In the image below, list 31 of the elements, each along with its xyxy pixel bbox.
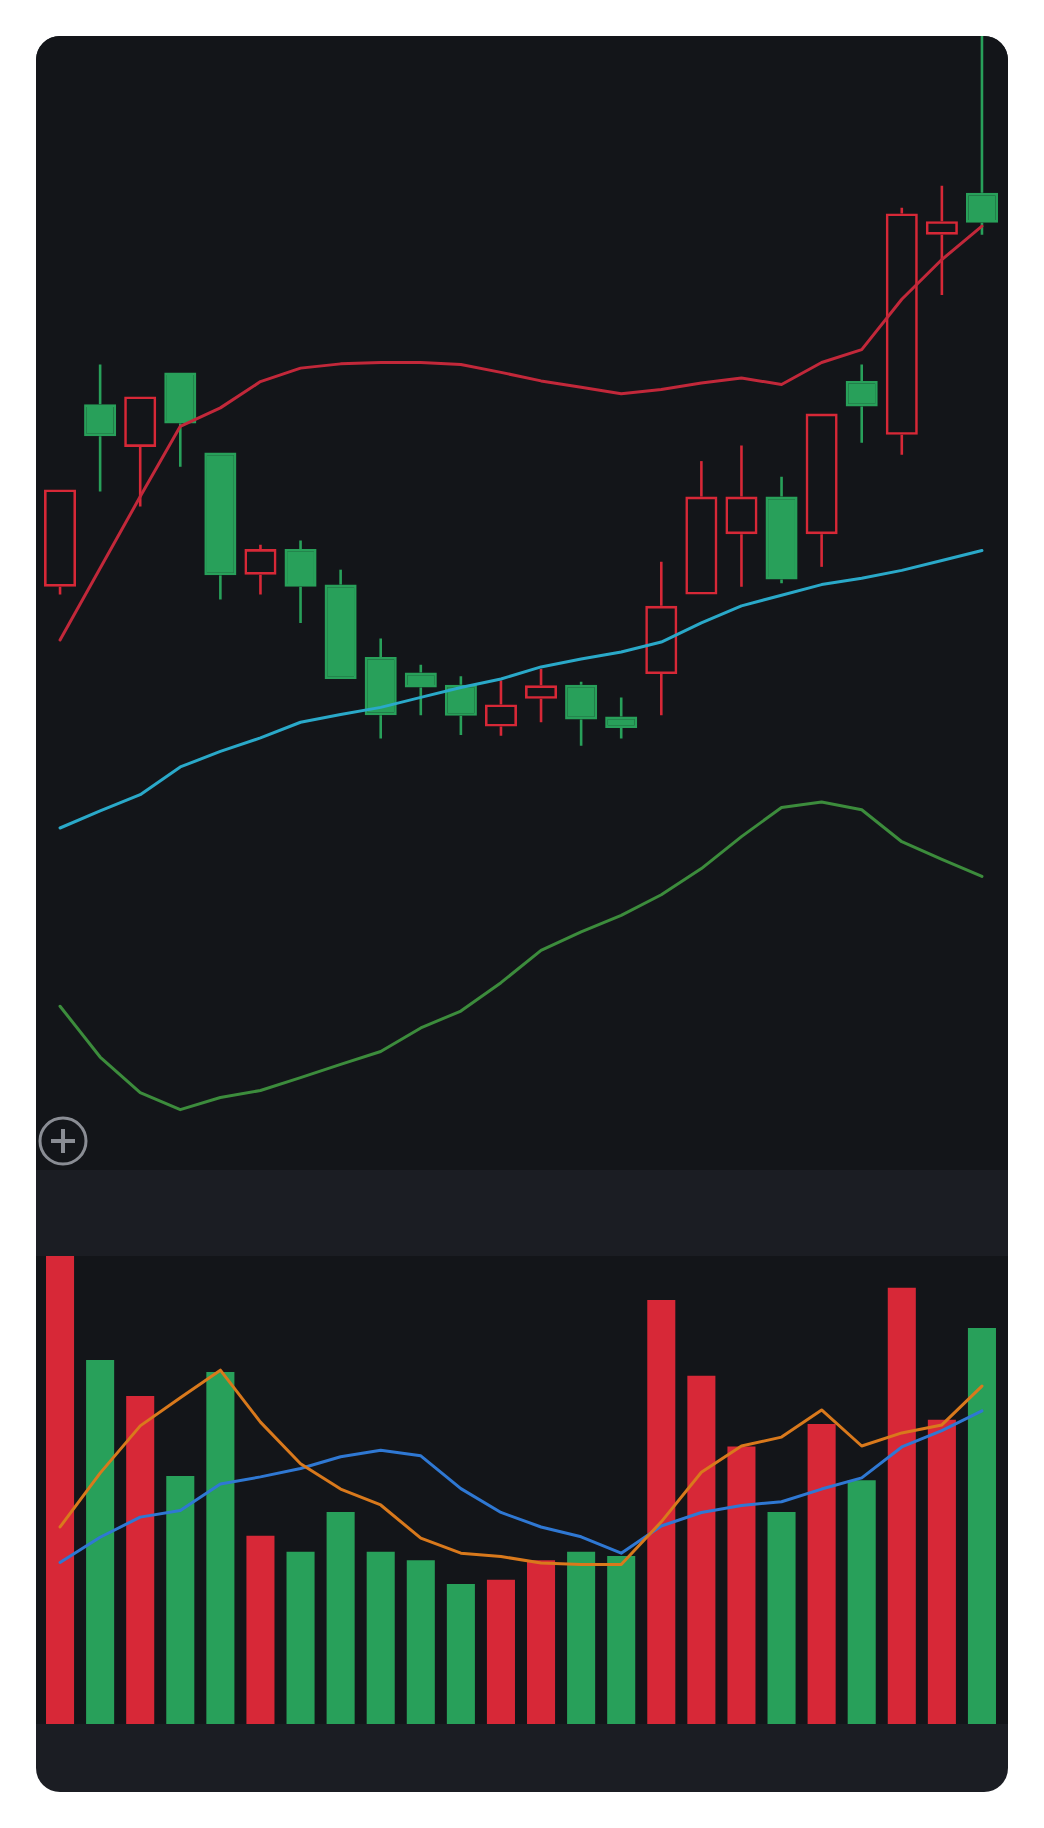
bar — [206, 1372, 235, 1724]
bar — [46, 1256, 75, 1724]
candlestick — [324, 568, 357, 679]
bar — [326, 1512, 355, 1724]
bar — [166, 1475, 195, 1724]
candlestick — [164, 372, 197, 469]
bar — [687, 1375, 716, 1724]
bar — [727, 1446, 756, 1724]
candlestick — [605, 696, 638, 740]
bar — [607, 1555, 636, 1724]
bar — [286, 1551, 315, 1724]
bar — [126, 1395, 155, 1724]
bar — [486, 1579, 515, 1724]
bar — [847, 1480, 876, 1724]
candlestick — [765, 475, 798, 585]
bar — [887, 1287, 916, 1724]
bar — [446, 1584, 475, 1724]
bar — [767, 1512, 796, 1724]
candlestick — [404, 663, 437, 717]
bar — [647, 1299, 676, 1724]
bar — [967, 1328, 996, 1724]
candlestick — [204, 452, 237, 601]
bar — [366, 1551, 395, 1724]
bar — [246, 1535, 275, 1724]
bar — [86, 1359, 115, 1724]
bar — [807, 1424, 836, 1724]
bar — [927, 1419, 956, 1724]
candlestick — [364, 637, 397, 740]
bar — [527, 1560, 556, 1724]
bar — [567, 1551, 596, 1724]
bar — [406, 1560, 435, 1724]
